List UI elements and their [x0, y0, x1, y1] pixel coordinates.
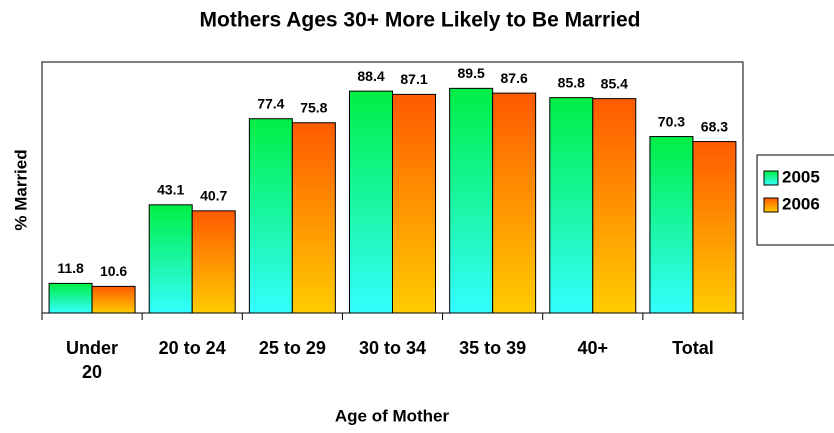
x-tick-label: 20 to 24	[158, 338, 226, 358]
x-tick-label: 30 to 34	[358, 338, 427, 358]
value-label: 77.4	[257, 95, 284, 111]
bar	[392, 93, 436, 314]
x-tick-label: 40+	[577, 338, 609, 358]
bar	[349, 90, 393, 314]
legend-label: 2006	[782, 194, 820, 213]
value-label: 68.3	[701, 118, 728, 134]
legend-swatch	[763, 170, 779, 186]
legend-label: 2005	[782, 167, 820, 186]
value-label: 40.7	[200, 188, 227, 204]
value-label: 87.6	[501, 70, 528, 86]
value-label: 88.4	[357, 68, 384, 84]
bar	[449, 87, 494, 314]
bar	[91, 285, 136, 314]
y-axis-label: % Married	[11, 149, 30, 230]
bar	[48, 282, 93, 314]
x-axis-label: Age of Mother	[335, 406, 450, 425]
value-label: 85.4	[601, 75, 628, 91]
x-tick-label: 35 to 39	[459, 338, 527, 358]
bar	[492, 92, 537, 314]
bar	[291, 122, 336, 314]
bar	[649, 136, 694, 314]
bar	[191, 210, 236, 314]
bar	[248, 118, 293, 314]
value-label: 70.3	[658, 113, 685, 129]
bar	[148, 204, 193, 314]
x-tick-label: Total	[672, 338, 714, 358]
value-label: 43.1	[157, 182, 184, 198]
x-tick-label: Under 20	[66, 338, 119, 382]
legend-swatch	[763, 197, 779, 213]
value-label: 10.6	[100, 263, 127, 279]
bar	[549, 97, 594, 314]
x-tick-label: 25 to 29	[258, 338, 326, 358]
chart-title: Mothers Ages 30+ More Likely to Be Marri…	[200, 9, 641, 32]
bar	[692, 141, 737, 314]
value-label: 75.8	[300, 99, 327, 115]
value-label: 89.5	[458, 65, 485, 81]
value-label: 87.1	[400, 71, 427, 87]
value-label: 85.8	[558, 74, 585, 90]
value-label: 11.8	[57, 260, 84, 276]
bar	[592, 98, 637, 314]
